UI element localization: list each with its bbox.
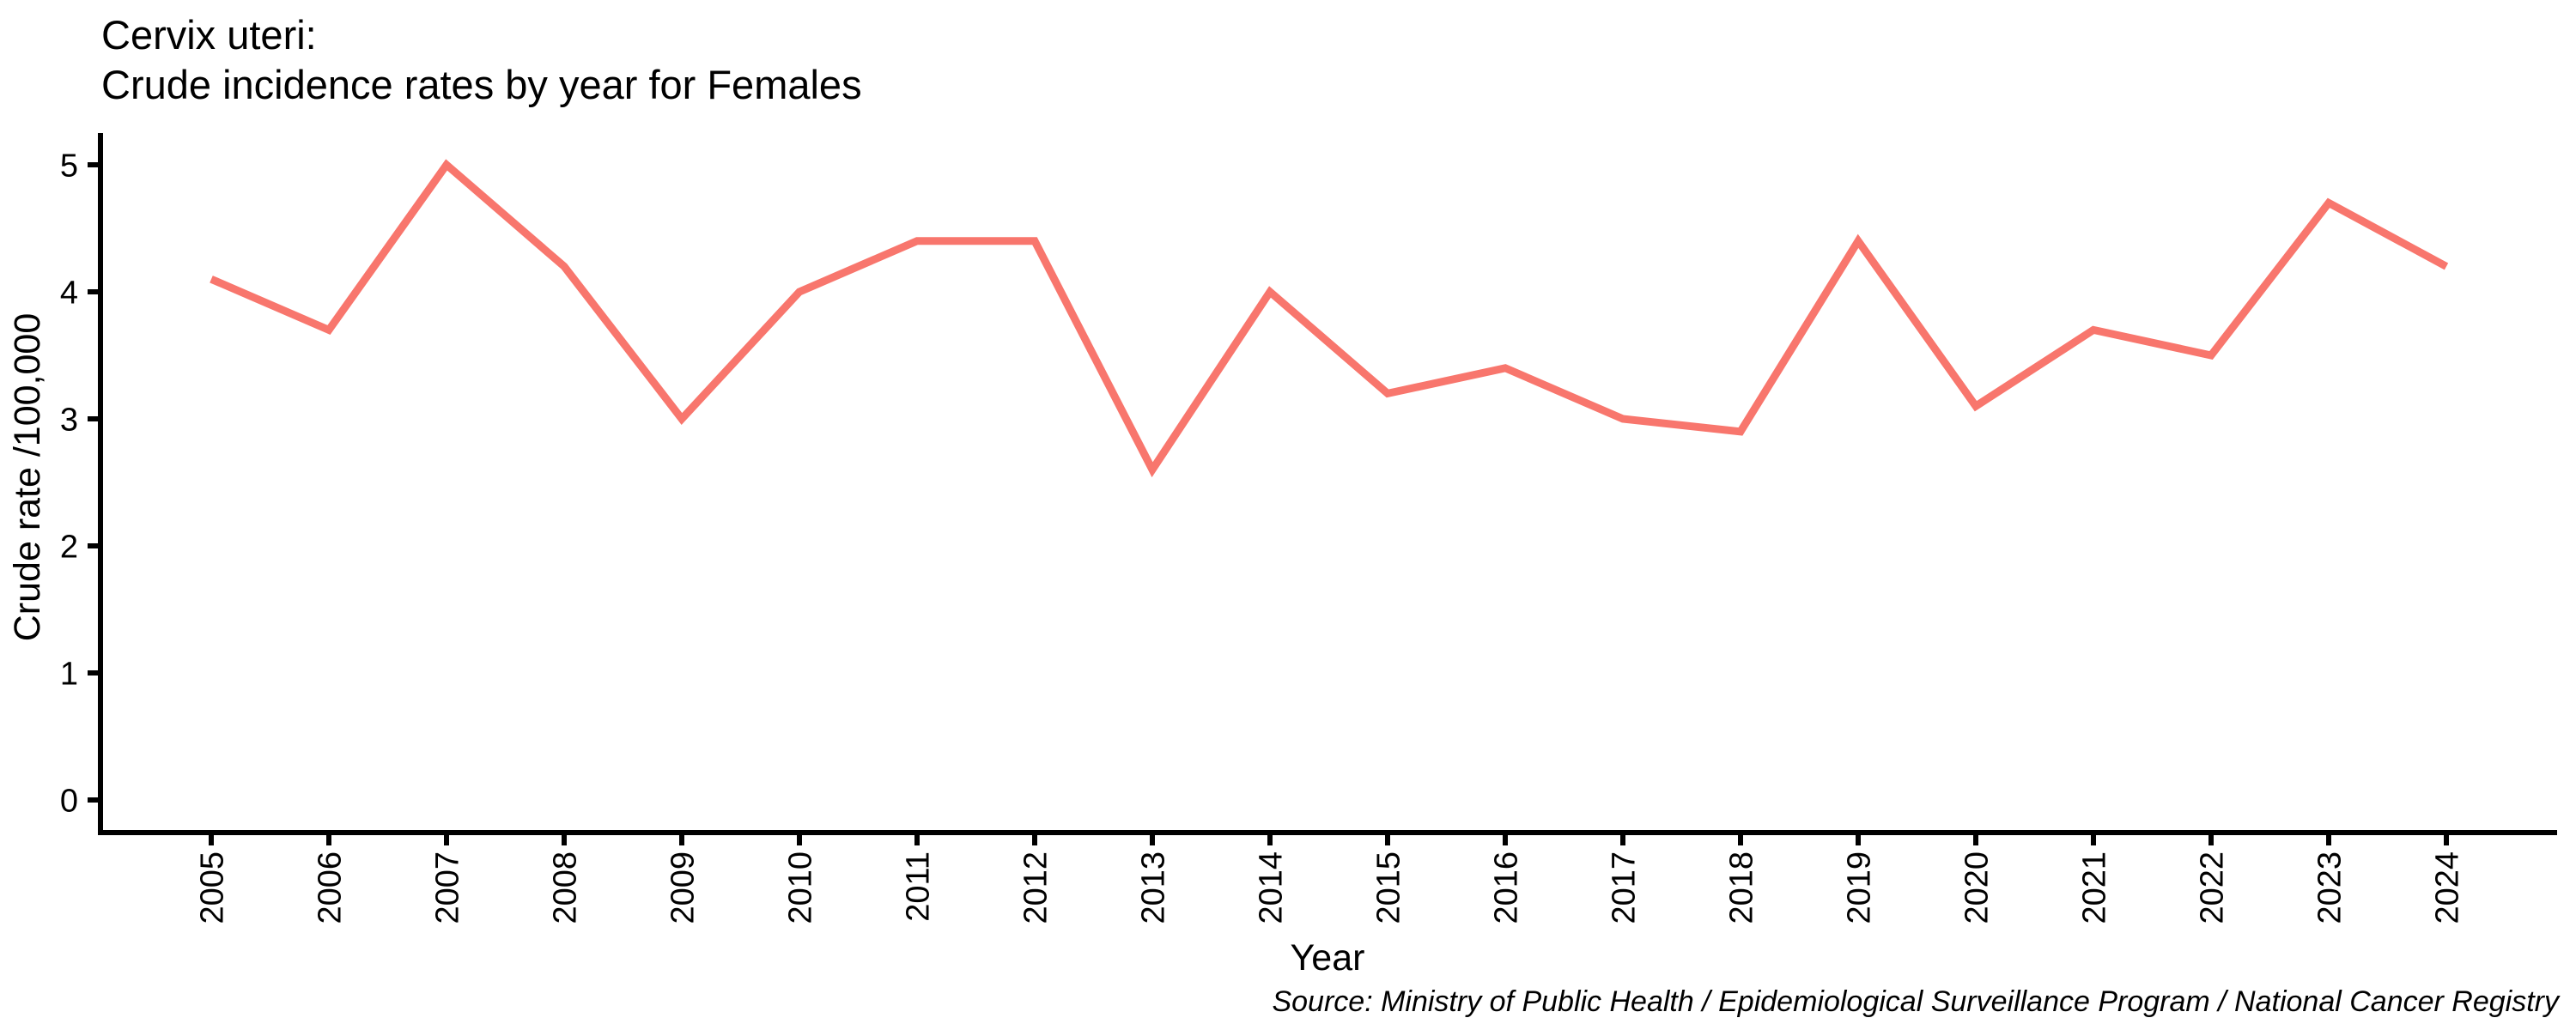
- source-note: Source: Ministry of Public Health / Epid…: [1272, 985, 2561, 1018]
- x-tick-label: 2016: [1488, 851, 1524, 924]
- y-tick-label: 2: [60, 529, 78, 565]
- x-tick-label: 2005: [194, 851, 230, 924]
- y-axis-title: Crude rate /100,000: [7, 313, 48, 642]
- chart-title-line-2: Crude incidence rates by year for Female…: [101, 62, 862, 107]
- chart-title-line-1: Cervix uteri:: [101, 12, 317, 58]
- series-group: [210, 159, 2449, 478]
- x-tick-label: 2013: [1135, 851, 1171, 924]
- x-tick-label: 2010: [782, 851, 818, 924]
- y-tick-label: 1: [60, 656, 78, 692]
- series-line: [210, 159, 2449, 478]
- x-tick-label: 2011: [900, 851, 936, 922]
- x-tick-label: 2018: [1723, 851, 1759, 924]
- axes: 0 1 2 3 4 5 2005 2006 2007 2008 2009 2010 2011 2012 20…: [60, 133, 2557, 924]
- x-tick-label: 2007: [429, 851, 465, 924]
- x-tick-label: 2024: [2429, 851, 2465, 924]
- x-tick-label: 2020: [1959, 851, 1995, 924]
- y-tick-label: 3: [60, 402, 78, 438]
- x-tick-label: 2021: [2076, 851, 2112, 924]
- x-tick-label: 2015: [1370, 851, 1406, 924]
- x-tick-label: 2006: [312, 851, 348, 924]
- x-tick-label: 2008: [547, 851, 583, 924]
- chart-title: Cervix uteri: Crude incidence rates by y…: [101, 12, 862, 107]
- y-tick-label: 5: [60, 148, 78, 184]
- y-tick-label: 4: [60, 275, 78, 311]
- x-tick-label: 2014: [1253, 851, 1289, 924]
- x-axis-title: Year: [1291, 937, 1365, 978]
- x-tick-label: 2012: [1018, 851, 1054, 924]
- x-tick-label: 2017: [1606, 851, 1642, 924]
- x-tick-label: 2022: [2194, 851, 2230, 924]
- x-tick-label: 2023: [2312, 851, 2348, 924]
- x-tick-label: 2009: [665, 851, 701, 924]
- x-tick-label: 2019: [1841, 851, 1877, 924]
- y-tick-label: 0: [60, 783, 78, 819]
